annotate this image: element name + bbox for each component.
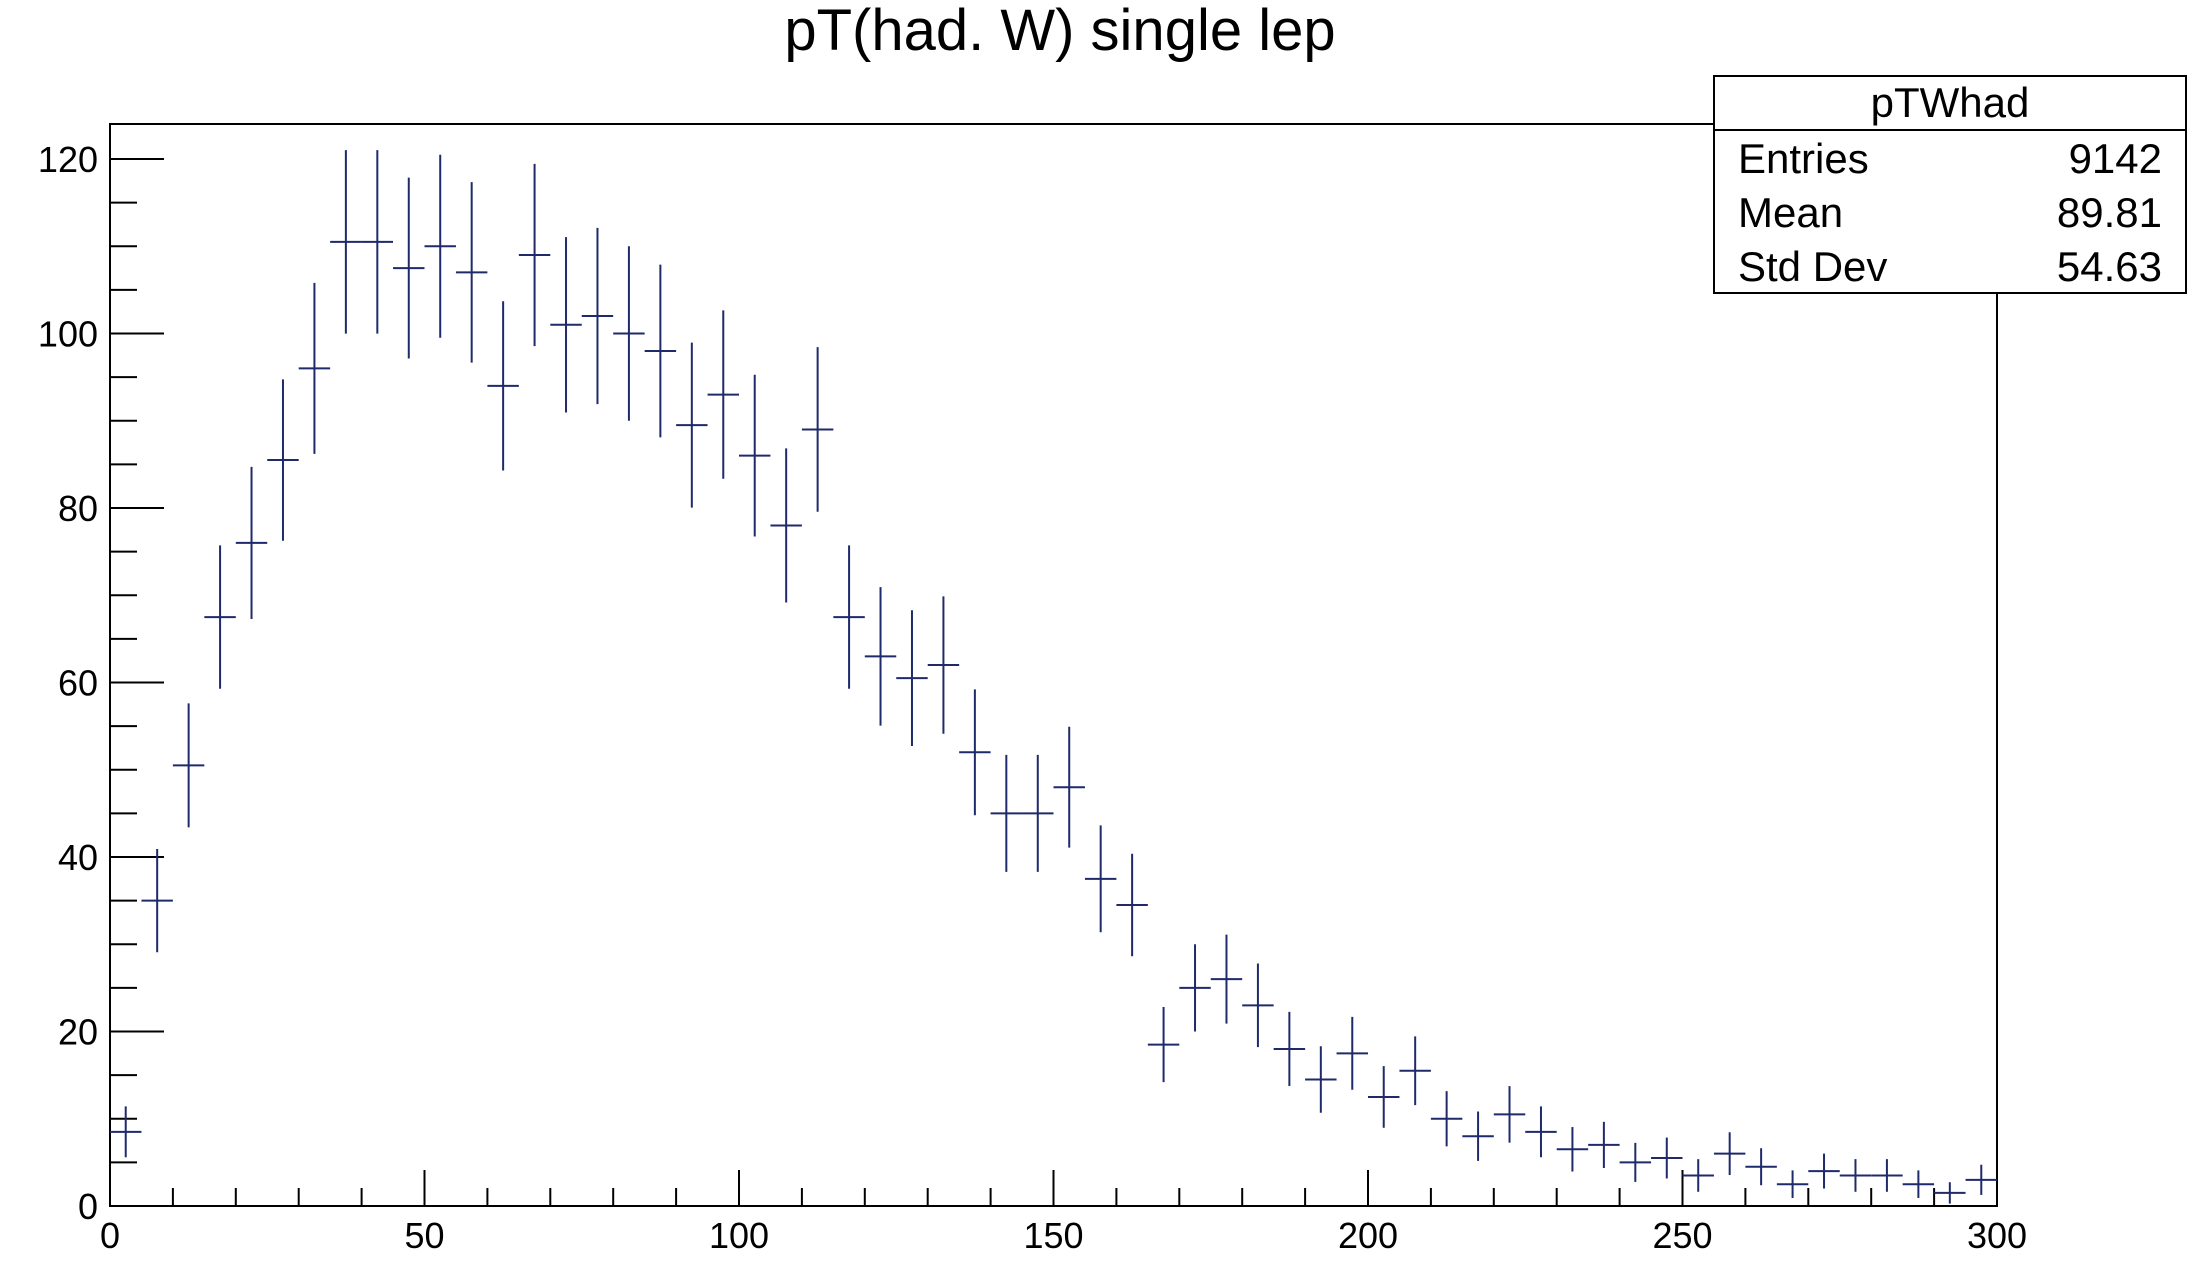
data-point xyxy=(864,587,897,726)
x-tick-label: 0 xyxy=(100,1215,120,1256)
data-point xyxy=(581,227,614,405)
data-points xyxy=(110,150,1997,1204)
stats-mean-value: 89.81 xyxy=(2057,189,2162,236)
data-point xyxy=(1651,1137,1683,1179)
data-point xyxy=(1619,1142,1652,1182)
stats-entries-value: 9142 xyxy=(2069,135,2162,182)
data-point xyxy=(927,596,960,734)
data-point xyxy=(801,347,834,512)
data-point xyxy=(1210,934,1243,1024)
data-point xyxy=(959,689,991,816)
data-point xyxy=(1902,1170,1935,1198)
y-tick-label: 60 xyxy=(58,663,98,704)
data-point xyxy=(1588,1121,1620,1169)
data-point xyxy=(1084,825,1117,933)
stats-box-name: pTWhad xyxy=(1871,79,2030,126)
data-point xyxy=(1934,1182,1966,1204)
data-point xyxy=(1368,1066,1400,1128)
y-tick-label: 20 xyxy=(58,1012,98,1053)
data-point xyxy=(707,310,739,479)
data-point xyxy=(1682,1159,1714,1192)
data-point xyxy=(1147,1007,1180,1083)
x-tick-label: 50 xyxy=(404,1215,444,1256)
data-point xyxy=(1273,1011,1306,1086)
data-point xyxy=(550,237,582,413)
data-point xyxy=(141,849,173,953)
data-point xyxy=(1808,1153,1840,1189)
data-point xyxy=(393,177,425,359)
x-tick-label: 150 xyxy=(1023,1215,1083,1256)
data-point xyxy=(1242,963,1274,1048)
data-point xyxy=(1525,1106,1557,1158)
data-point xyxy=(1745,1148,1777,1186)
data-point xyxy=(613,246,645,421)
y-axis: 0 20 40 60 80 100 120 xyxy=(38,139,164,1227)
y-tick-label: 0 xyxy=(78,1186,98,1227)
data-point xyxy=(110,1106,142,1158)
stats-box: pTWhad Entries 9142 Mean 89.81 Std Dev 5… xyxy=(1713,75,2187,294)
y-tick-label: 40 xyxy=(58,837,98,878)
data-point xyxy=(896,610,928,747)
stats-entries-label: Entries xyxy=(1738,135,1869,182)
data-point xyxy=(1305,1046,1337,1113)
data-point xyxy=(424,154,456,338)
x-tick-label: 250 xyxy=(1652,1215,1712,1256)
data-point xyxy=(1430,1091,1463,1147)
data-point xyxy=(235,466,268,619)
data-point xyxy=(1053,726,1085,848)
data-point xyxy=(1179,944,1211,1032)
data-point xyxy=(739,374,771,537)
data-point xyxy=(1776,1170,1809,1198)
stats-mean-label: Mean xyxy=(1738,189,1843,236)
data-point xyxy=(1965,1164,1997,1195)
data-point xyxy=(1871,1159,1903,1192)
data-point xyxy=(1556,1127,1589,1172)
data-point xyxy=(1839,1159,1872,1192)
data-point xyxy=(361,150,394,334)
data-point xyxy=(1493,1086,1526,1143)
data-point xyxy=(1399,1036,1431,1106)
chart-title: pT(had. W) single lep xyxy=(784,0,1335,63)
data-point xyxy=(1462,1111,1494,1161)
data-point xyxy=(172,703,205,828)
data-point xyxy=(204,545,236,689)
data-point xyxy=(455,182,488,363)
data-point xyxy=(676,342,708,508)
data-point xyxy=(644,264,677,438)
x-tick-label: 300 xyxy=(1967,1215,2027,1256)
stats-stddev-label: Std Dev xyxy=(1738,243,1887,290)
x-tick-label: 100 xyxy=(709,1215,769,1256)
data-point xyxy=(298,282,331,454)
data-point xyxy=(1336,1016,1368,1090)
y-tick-label: 80 xyxy=(58,488,98,529)
y-tick-label: 120 xyxy=(38,139,98,180)
data-point xyxy=(1713,1132,1746,1176)
stats-stddev-value: 54.63 xyxy=(2057,243,2162,290)
x-axis: 0 50 100 150 200 250 300 xyxy=(100,1170,2027,1256)
data-point xyxy=(990,754,1023,872)
stats-box-frame xyxy=(1713,75,2187,294)
data-point xyxy=(487,301,519,471)
data-point xyxy=(1116,853,1148,957)
data-point xyxy=(330,150,362,334)
x-tick-label: 200 xyxy=(1338,1215,1398,1256)
data-point xyxy=(1022,754,1054,872)
data-point xyxy=(770,448,802,603)
data-point xyxy=(518,163,551,347)
data-point xyxy=(267,379,299,541)
data-point xyxy=(833,545,865,689)
y-tick-label: 100 xyxy=(38,314,98,355)
